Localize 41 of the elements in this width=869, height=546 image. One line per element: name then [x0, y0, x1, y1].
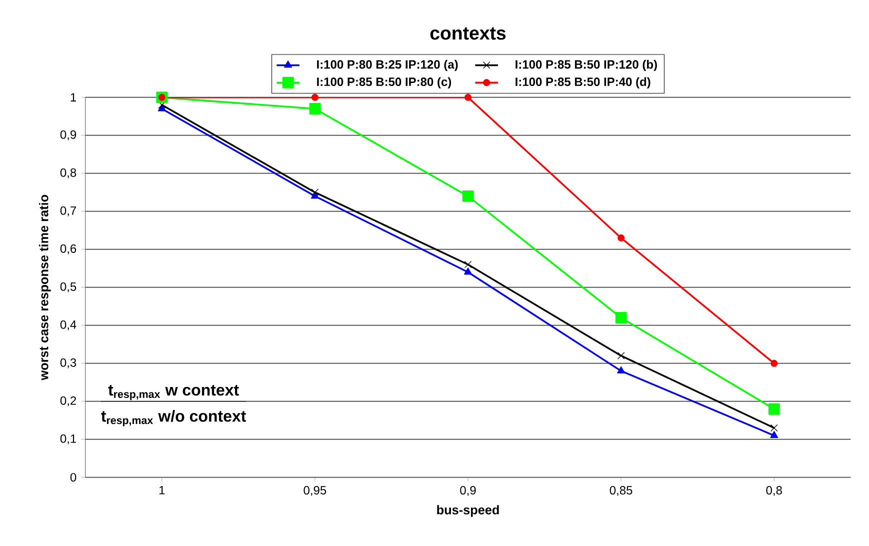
y-tick-label: 0,6 [60, 244, 76, 254]
point [770, 360, 778, 367]
point [464, 260, 472, 268]
y-tick-label: 0,8 [60, 168, 76, 178]
chart-title: contexts [430, 27, 506, 40]
legend-label: I:100 P:85 B:50 IP:80 (c) [317, 77, 452, 88]
legend-label: I:100 P:85 B:50 IP:40 (d) [516, 77, 650, 88]
point [618, 234, 625, 242]
point [615, 312, 627, 324]
point [462, 190, 474, 202]
y-tick-label: 0,4 [60, 320, 76, 330]
point [158, 94, 166, 101]
y-tick-label: 0,1 [60, 434, 76, 444]
x-tick-label: 0,95 [304, 486, 326, 496]
point [309, 103, 321, 114]
legend-label: I:100 P:85 B:50 IP:120 (b) [516, 60, 657, 72]
annotation: t$_{resp,max}$ w/o context [101, 410, 246, 426]
point [770, 424, 778, 432]
point [768, 403, 780, 415]
y-tick-label: 1 [70, 93, 76, 102]
y-tick-label: 0,5 [60, 282, 76, 292]
y-tick-label: 0,2 [60, 396, 76, 406]
point [617, 366, 626, 374]
point [311, 94, 318, 101]
point [617, 352, 625, 360]
x-tick-label: 1 [159, 486, 165, 494]
y-tick-label: 0,7 [60, 206, 76, 216]
x-axis-title: bus-speed [437, 505, 499, 517]
x-tick-label: 0,9 [460, 486, 476, 496]
point [311, 188, 319, 196]
y-tick-label: 0,9 [60, 130, 76, 140]
x-tick-label: 0,8 [766, 486, 782, 496]
y-axis-title: worst case response time ratio [38, 194, 51, 380]
y-tick-label: 0 [70, 473, 76, 482]
y-tick-label: 0,3 [60, 358, 76, 368]
point [464, 268, 472, 275]
point [464, 94, 472, 101]
x-tick-label: 0,85 [610, 486, 632, 496]
annotation: t$_{resp,max}$ w context [108, 385, 239, 400]
legend-label: I:100 P:80 B:25 IP:120 (a) [317, 60, 458, 72]
point [770, 430, 778, 438]
